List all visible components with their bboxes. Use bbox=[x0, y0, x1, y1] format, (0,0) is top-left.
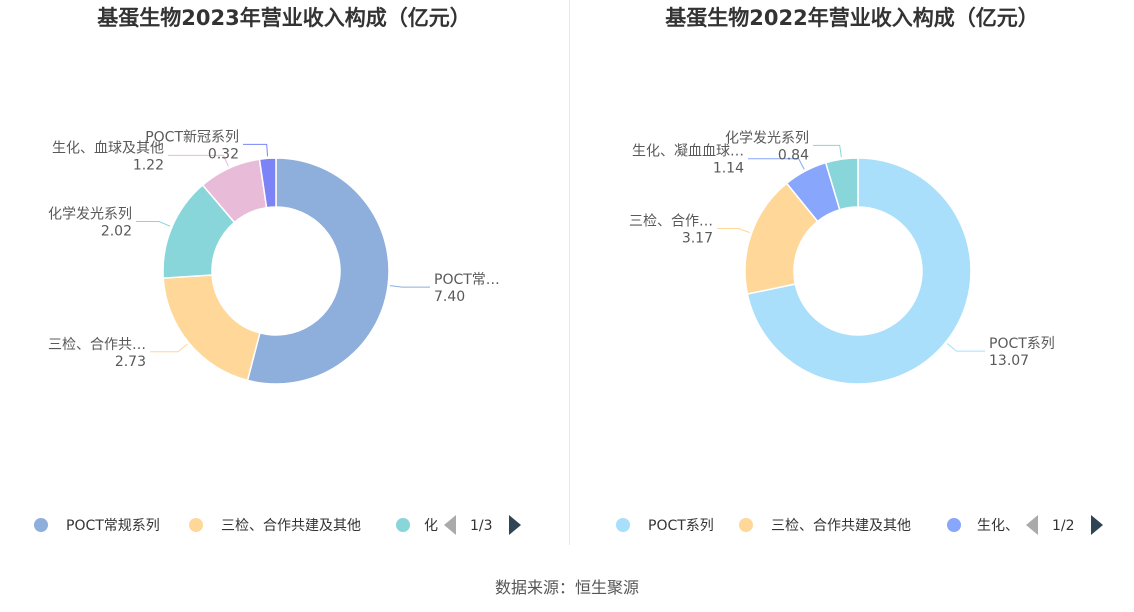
slice-label-value: 13.07 bbox=[989, 353, 1029, 369]
leader-line bbox=[717, 227, 750, 233]
slice-label-value: 2.02 bbox=[101, 223, 132, 239]
slice-label-name: 三检、合作… bbox=[629, 213, 713, 229]
legend-page-indicator: 1/3 bbox=[470, 518, 493, 534]
slice-label-name: 生化、血球及其他 bbox=[52, 140, 164, 156]
label-leaders bbox=[136, 143, 430, 353]
slice-label-value: 0.32 bbox=[208, 146, 239, 162]
slice-label-name: POCT新冠系列 bbox=[145, 129, 239, 145]
legend-item-2[interactable]: 三检、合作共建及其他 bbox=[189, 518, 361, 534]
legend-item-1[interactable]: POCT常规系列 bbox=[34, 518, 160, 534]
slice-label-value: 2.73 bbox=[115, 354, 146, 370]
legend-item-3[interactable]: 化 bbox=[396, 518, 438, 534]
chart-title: 基蛋生物2022年营业收入构成（亿元） bbox=[665, 6, 1038, 30]
donut-slice[interactable] bbox=[258, 157, 277, 209]
legend: POCT系列 三检、合作共建及其他 生化、 1/2 bbox=[616, 515, 1103, 535]
legend-marker bbox=[396, 518, 410, 532]
legend-prev-arrow-icon[interactable] bbox=[444, 515, 456, 535]
slice-label-value: 7.40 bbox=[434, 289, 465, 305]
legend-label: POCT系列 bbox=[648, 518, 714, 534]
legend-prev-arrow-icon[interactable] bbox=[1026, 515, 1038, 535]
leader-line bbox=[390, 285, 430, 288]
legend-marker bbox=[616, 518, 630, 532]
legend-marker bbox=[189, 518, 203, 532]
legend-next-arrow-icon[interactable] bbox=[1091, 515, 1103, 535]
legend-label: 化 bbox=[424, 518, 438, 534]
slice-label-name: 化学发光系列 bbox=[725, 130, 809, 146]
legend-label: 生化、 bbox=[977, 518, 1019, 534]
legend-marker bbox=[947, 518, 961, 532]
slice-label-name: 三检、合作共… bbox=[48, 337, 146, 353]
slice-label-name: POCT系列 bbox=[989, 336, 1055, 352]
leader-line bbox=[946, 343, 985, 352]
legend: POCT常规系列 三检、合作共建及其他 化 1/3 bbox=[34, 515, 521, 535]
legend-label: POCT常规系列 bbox=[66, 518, 160, 534]
legend-label: 三检、合作共建及其他 bbox=[221, 518, 361, 534]
chart-title: 基蛋生物2023年营业收入构成（亿元） bbox=[97, 6, 470, 30]
legend-page-indicator: 1/2 bbox=[1052, 518, 1075, 534]
slice-label-value: 1.14 bbox=[713, 161, 744, 177]
slice-label-name: 化学发光系列 bbox=[48, 206, 132, 222]
legend-label: 三检、合作共建及其他 bbox=[771, 518, 911, 534]
slice-label-value: 3.17 bbox=[682, 230, 713, 246]
donut-chart-2022: 基蛋生物2022年营业收入构成（亿元） POCT系列13.07三检、合作…3.1… bbox=[616, 6, 1103, 535]
slices bbox=[162, 157, 390, 385]
legend-item-3[interactable]: 生化、 bbox=[947, 518, 1019, 534]
donut-slice[interactable] bbox=[746, 157, 972, 385]
legend-marker bbox=[34, 518, 48, 532]
panel-divider bbox=[569, 0, 570, 545]
leader-line bbox=[136, 220, 171, 227]
donut-slice[interactable] bbox=[246, 157, 390, 385]
legend-item-1[interactable]: POCT系列 bbox=[616, 518, 714, 534]
label-leaders bbox=[717, 144, 985, 352]
slice-label-value: 0.84 bbox=[778, 147, 809, 163]
slice-label-name: POCT常… bbox=[434, 272, 500, 288]
slices bbox=[744, 157, 972, 385]
leader-line bbox=[150, 343, 188, 353]
legend-marker bbox=[739, 518, 753, 532]
leader-line bbox=[813, 144, 842, 158]
donut-slice[interactable] bbox=[162, 274, 261, 382]
donut-chart-2023: 基蛋生物2023年营业收入构成（亿元） POCT常…7.40 三检、合作共…2.7… bbox=[34, 6, 521, 535]
leader-line bbox=[748, 158, 805, 170]
leader-line bbox=[243, 143, 269, 157]
slice-label-value: 1.22 bbox=[133, 157, 164, 173]
data-source-note: 数据来源：恒生聚源 bbox=[494, 578, 639, 597]
legend-next-arrow-icon[interactable] bbox=[509, 515, 521, 535]
slice-label-name: 生化、凝血血球… bbox=[632, 144, 744, 160]
legend-item-2[interactable]: 三检、合作共建及其他 bbox=[739, 518, 911, 534]
leader-line bbox=[168, 154, 229, 167]
donut-slice[interactable] bbox=[824, 157, 859, 211]
